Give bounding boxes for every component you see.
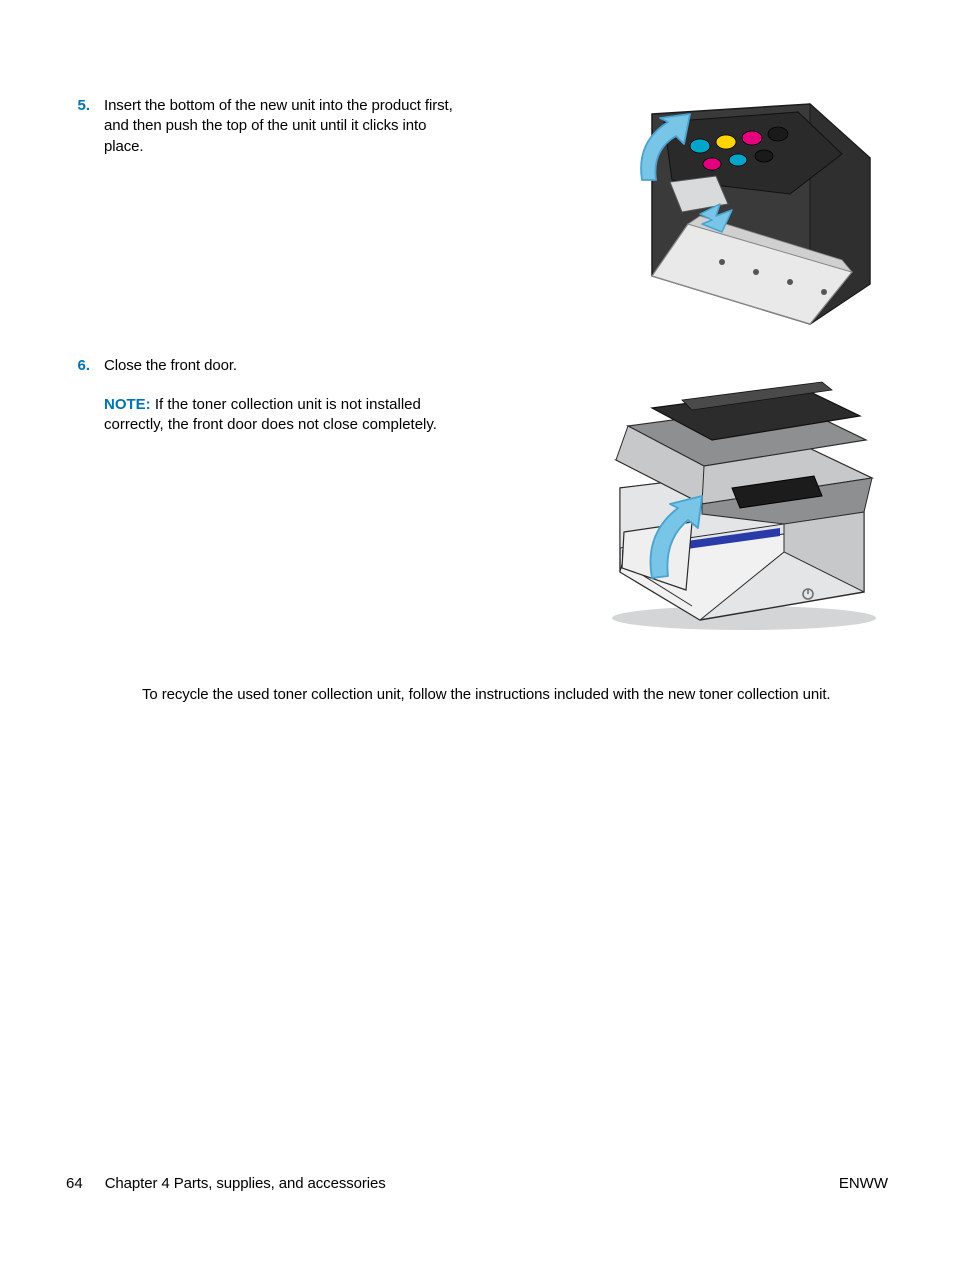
note-block: NOTE: If the toner collection unit is no… — [104, 395, 454, 436]
note-text: If the toner collection unit is not inst… — [104, 396, 437, 433]
step-number: 5. — [66, 96, 104, 116]
page-footer: 64 Chapter 4 Parts, supplies, and access… — [66, 1174, 888, 1194]
page-number: 64 — [66, 1174, 83, 1194]
indent — [66, 685, 142, 705]
recycle-note: To recycle the used toner collection uni… — [66, 685, 888, 705]
illustration-insert-unit — [592, 96, 888, 334]
step-5: 5. Insert the bottom of the new unit int… — [66, 96, 888, 334]
step-text: Close the front door. — [104, 356, 454, 376]
step-number: 6. — [66, 356, 104, 376]
step-body: Close the front door. NOTE: If the toner… — [104, 356, 454, 435]
step-text: Insert the bottom of the new unit into t… — [104, 96, 454, 157]
page-content: 5. Insert the bottom of the new unit int… — [0, 0, 954, 705]
step-body: Insert the bottom of the new unit into t… — [104, 96, 454, 157]
note-label: NOTE: — [104, 396, 151, 413]
illustration-close-door — [592, 356, 888, 642]
lang-code: ENWW — [839, 1174, 888, 1194]
step-6: 6. Close the front door. NOTE: If the to… — [66, 356, 888, 642]
recycle-text: To recycle the used toner collection uni… — [142, 685, 830, 705]
chapter-title: Chapter 4 Parts, supplies, and accessori… — [105, 1174, 386, 1194]
